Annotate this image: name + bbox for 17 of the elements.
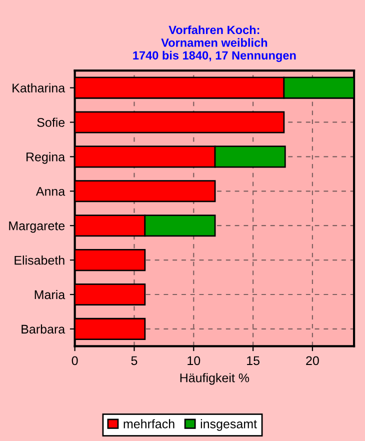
- x-tick-label: 20: [306, 356, 319, 366]
- x-tick-label: 0: [72, 356, 78, 366]
- x-tick-label: 10: [188, 356, 200, 366]
- y-tick-label: Sofie: [37, 118, 65, 127]
- legend-label: insgesamt: [200, 419, 257, 431]
- x-axis-title: Häufigkeit %: [180, 373, 250, 385]
- y-tick-label: Barbara: [22, 324, 66, 334]
- y-tick-label: Regina: [26, 152, 66, 164]
- y-tick-label: Margarete: [9, 222, 65, 233]
- x-tick-label: 5: [131, 356, 138, 366]
- y-tick-label: Anna: [36, 187, 66, 196]
- chart-title: Vorfahren Koch: Vornamen weiblich 1740 bis 1840, 17 Nennungen: [133, 25, 296, 62]
- x-tick-label: 15: [247, 356, 260, 366]
- y-tick-label: Elisabeth: [14, 256, 64, 265]
- y-tick-label: Katharina: [12, 83, 66, 92]
- legend-label: mehrfach: [124, 419, 174, 428]
- y-tick-label: Maria: [34, 290, 66, 300]
